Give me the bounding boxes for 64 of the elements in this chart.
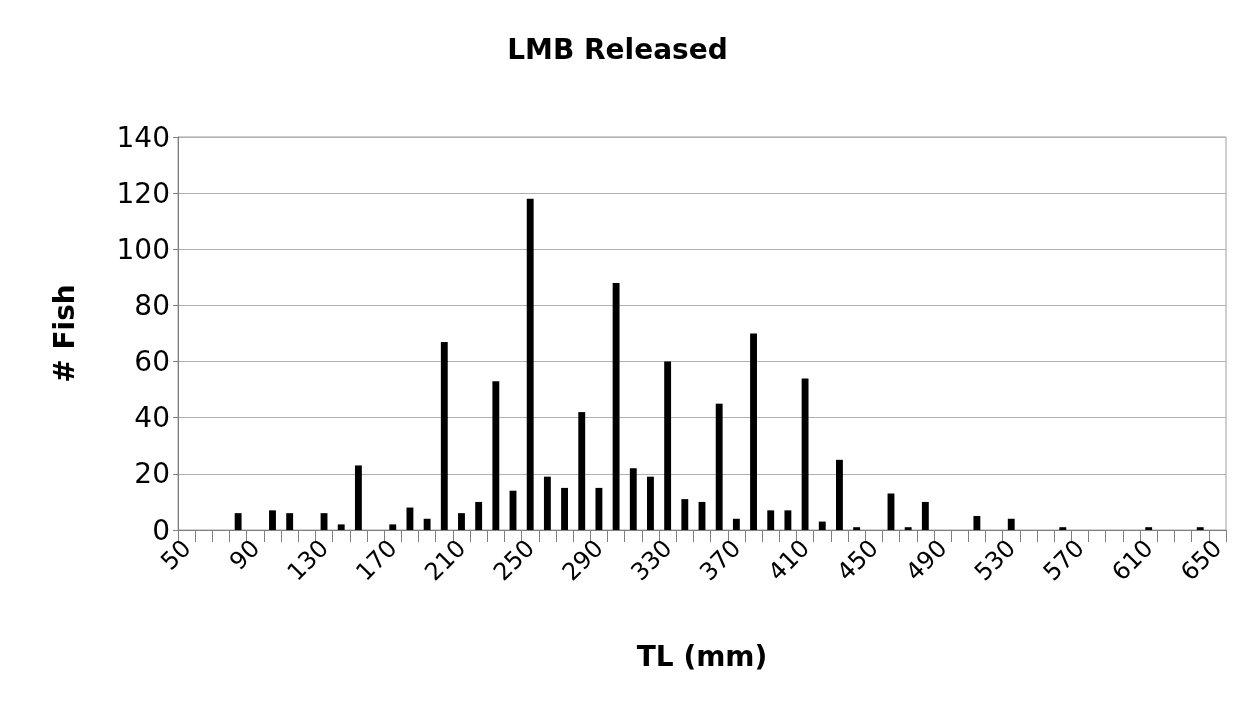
bar: [732, 518, 740, 530]
x-tick-label: 170: [350, 534, 403, 587]
bar: [561, 487, 568, 530]
bar: [269, 510, 276, 530]
bar: [389, 524, 397, 530]
x-tick-label: 370: [694, 534, 747, 587]
bar: [337, 524, 345, 530]
bar: [715, 403, 723, 530]
x-tick-label: 210: [419, 534, 472, 587]
bar: [801, 378, 809, 530]
bar: [1059, 527, 1067, 530]
bar: [853, 527, 861, 530]
y-tick-label: 0: [152, 513, 170, 547]
bar: [1196, 527, 1204, 530]
bar: [767, 510, 775, 530]
x-tick-label: 410: [762, 534, 815, 587]
x-tick-label: 250: [487, 534, 541, 587]
bar: [1007, 518, 1015, 530]
bar: [423, 518, 431, 530]
x-tick-label: 570: [1037, 534, 1090, 587]
bar: [629, 468, 637, 530]
bar: [784, 510, 792, 530]
y-tick-label: 120: [116, 176, 170, 210]
bar: [458, 513, 465, 530]
bar: [440, 341, 448, 530]
bar: [354, 465, 362, 530]
bar: [1145, 527, 1153, 530]
y-axis-title: # Fish: [47, 284, 81, 383]
bar: [595, 487, 603, 530]
x-tick-label: 290: [556, 534, 609, 587]
bar: [921, 501, 929, 530]
x-tick-label: 450: [831, 534, 884, 587]
x-axis-title: TL (mm): [636, 639, 768, 673]
y-tick-label: 40: [134, 401, 170, 435]
bar: [664, 361, 672, 530]
y-tick-label: 60: [134, 345, 170, 379]
y-tick-label: 100: [116, 232, 170, 266]
x-tick-label: 530: [968, 534, 1022, 587]
bar: [543, 476, 551, 530]
bar: [973, 515, 981, 530]
x-tick-label: 650: [1175, 534, 1228, 587]
bar: [904, 527, 912, 530]
x-tick-label: 490: [900, 534, 953, 587]
y-tick-label: 80: [134, 288, 170, 322]
chart-title: LMB Released: [507, 32, 728, 66]
x-tick-label: 610: [1106, 534, 1159, 587]
bar: [492, 381, 500, 530]
bar: [526, 198, 534, 530]
bar: [750, 333, 757, 530]
bar: [234, 513, 242, 530]
bar: [475, 501, 483, 530]
x-tick-label: 330: [625, 534, 678, 587]
bar: [681, 499, 689, 530]
x-tick-label: 90: [223, 534, 266, 576]
bar: [286, 513, 294, 530]
x-tick-label: 130: [281, 534, 334, 587]
y-tick-label: 20: [134, 457, 170, 491]
bar: [578, 412, 586, 530]
bar: [836, 459, 843, 530]
y-tick-label: 140: [116, 120, 170, 154]
bar: [406, 507, 414, 530]
bar: [818, 521, 826, 530]
bar: [612, 282, 620, 530]
bar: [647, 476, 654, 530]
